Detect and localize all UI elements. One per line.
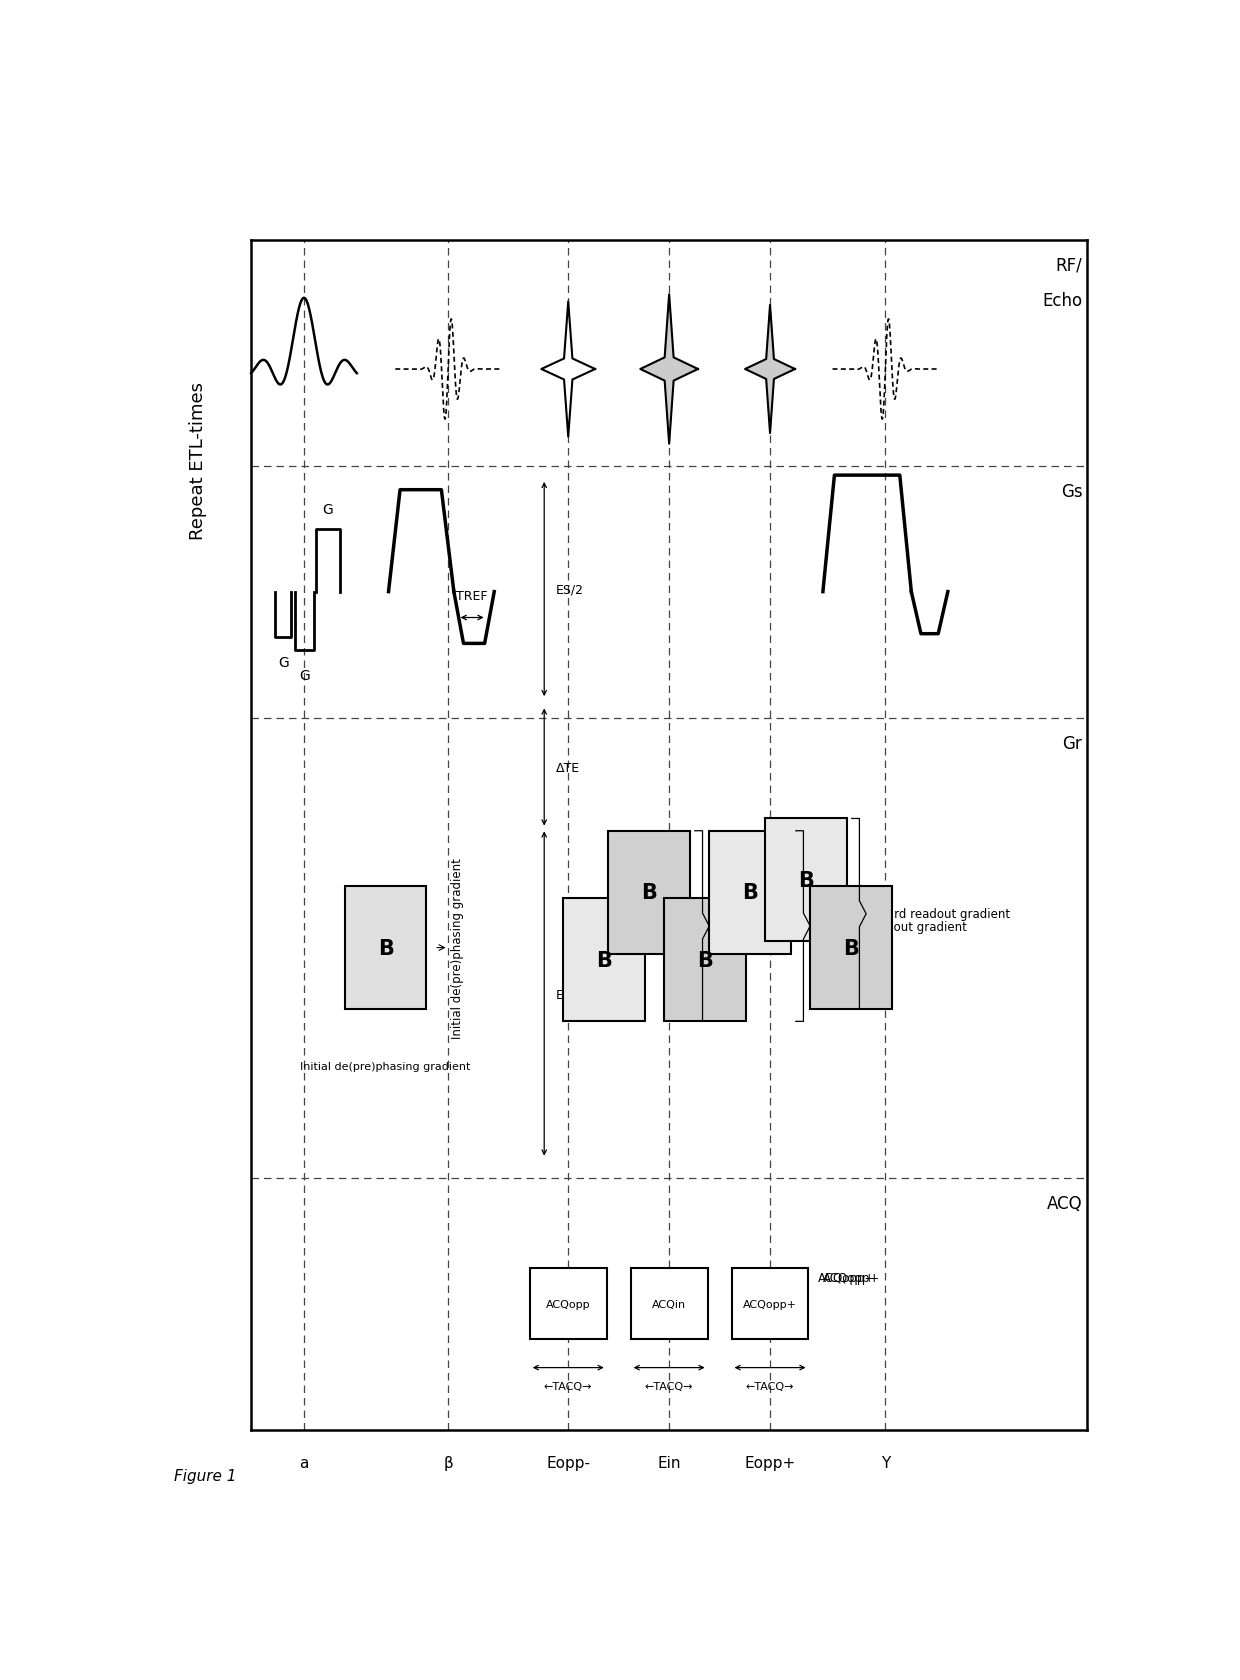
Bar bbox=[709, 832, 791, 954]
Text: Third readout gradient: Third readout gradient bbox=[875, 907, 1009, 921]
Text: ACQopp: ACQopp bbox=[546, 1299, 590, 1309]
Polygon shape bbox=[640, 296, 698, 445]
Text: ACQopp+: ACQopp+ bbox=[823, 1272, 880, 1285]
Text: B: B bbox=[596, 951, 613, 971]
Bar bbox=[345, 887, 427, 1010]
Text: Second readout gradient: Second readout gradient bbox=[820, 921, 967, 932]
Text: Echo: Echo bbox=[1043, 292, 1083, 311]
Bar bbox=[529, 1268, 606, 1339]
Polygon shape bbox=[745, 306, 795, 433]
Text: Initial de(pre)phasing gradient: Initial de(pre)phasing gradient bbox=[450, 857, 464, 1038]
Text: Eopp-: Eopp- bbox=[547, 1455, 590, 1470]
Text: ACQ: ACQ bbox=[1047, 1194, 1083, 1211]
Text: Initial de(pre)phasing gradient: Initial de(pre)phasing gradient bbox=[300, 1062, 471, 1072]
Text: Figure 1: Figure 1 bbox=[174, 1468, 237, 1483]
Text: G: G bbox=[322, 502, 334, 516]
Bar bbox=[609, 832, 689, 954]
Text: ΔTE: ΔTE bbox=[556, 761, 580, 774]
Text: ES/2: ES/2 bbox=[556, 988, 584, 1000]
Text: Gs: Gs bbox=[1060, 482, 1083, 501]
Text: ACQopp+: ACQopp+ bbox=[743, 1299, 797, 1309]
Text: Ein: Ein bbox=[657, 1455, 681, 1470]
Text: B: B bbox=[697, 951, 713, 971]
Bar bbox=[665, 899, 746, 1021]
Text: ←TACQ→: ←TACQ→ bbox=[544, 1381, 593, 1391]
Text: ACQopp+: ACQopp+ bbox=[818, 1272, 875, 1285]
Text: TREF: TREF bbox=[456, 590, 487, 603]
Text: G: G bbox=[300, 669, 310, 682]
Text: B: B bbox=[641, 882, 657, 902]
Bar bbox=[765, 818, 847, 942]
Text: Eopp+: Eopp+ bbox=[744, 1455, 796, 1470]
Text: B: B bbox=[799, 870, 813, 890]
Text: Gr: Gr bbox=[1063, 734, 1083, 753]
Text: B: B bbox=[743, 882, 758, 902]
Text: B: B bbox=[843, 937, 859, 958]
Text: Y: Y bbox=[880, 1455, 890, 1470]
Text: G: G bbox=[279, 655, 289, 670]
Bar bbox=[631, 1268, 708, 1339]
Text: ACQin: ACQin bbox=[652, 1299, 686, 1309]
Text: a: a bbox=[299, 1455, 309, 1470]
Text: ES/2: ES/2 bbox=[556, 583, 584, 596]
Text: ←TACQ→: ←TACQ→ bbox=[645, 1381, 693, 1391]
Bar bbox=[563, 899, 645, 1021]
Polygon shape bbox=[542, 302, 595, 437]
Text: Repeat ETL-times: Repeat ETL-times bbox=[190, 381, 207, 539]
Text: RF/: RF/ bbox=[1055, 255, 1083, 274]
Text: ←TACQ→: ←TACQ→ bbox=[745, 1381, 795, 1391]
Text: B: B bbox=[378, 937, 393, 958]
Text: First readout gradient: First readout gradient bbox=[719, 921, 848, 932]
Text: β: β bbox=[443, 1455, 453, 1470]
Bar bbox=[810, 887, 892, 1010]
Bar bbox=[732, 1268, 808, 1339]
